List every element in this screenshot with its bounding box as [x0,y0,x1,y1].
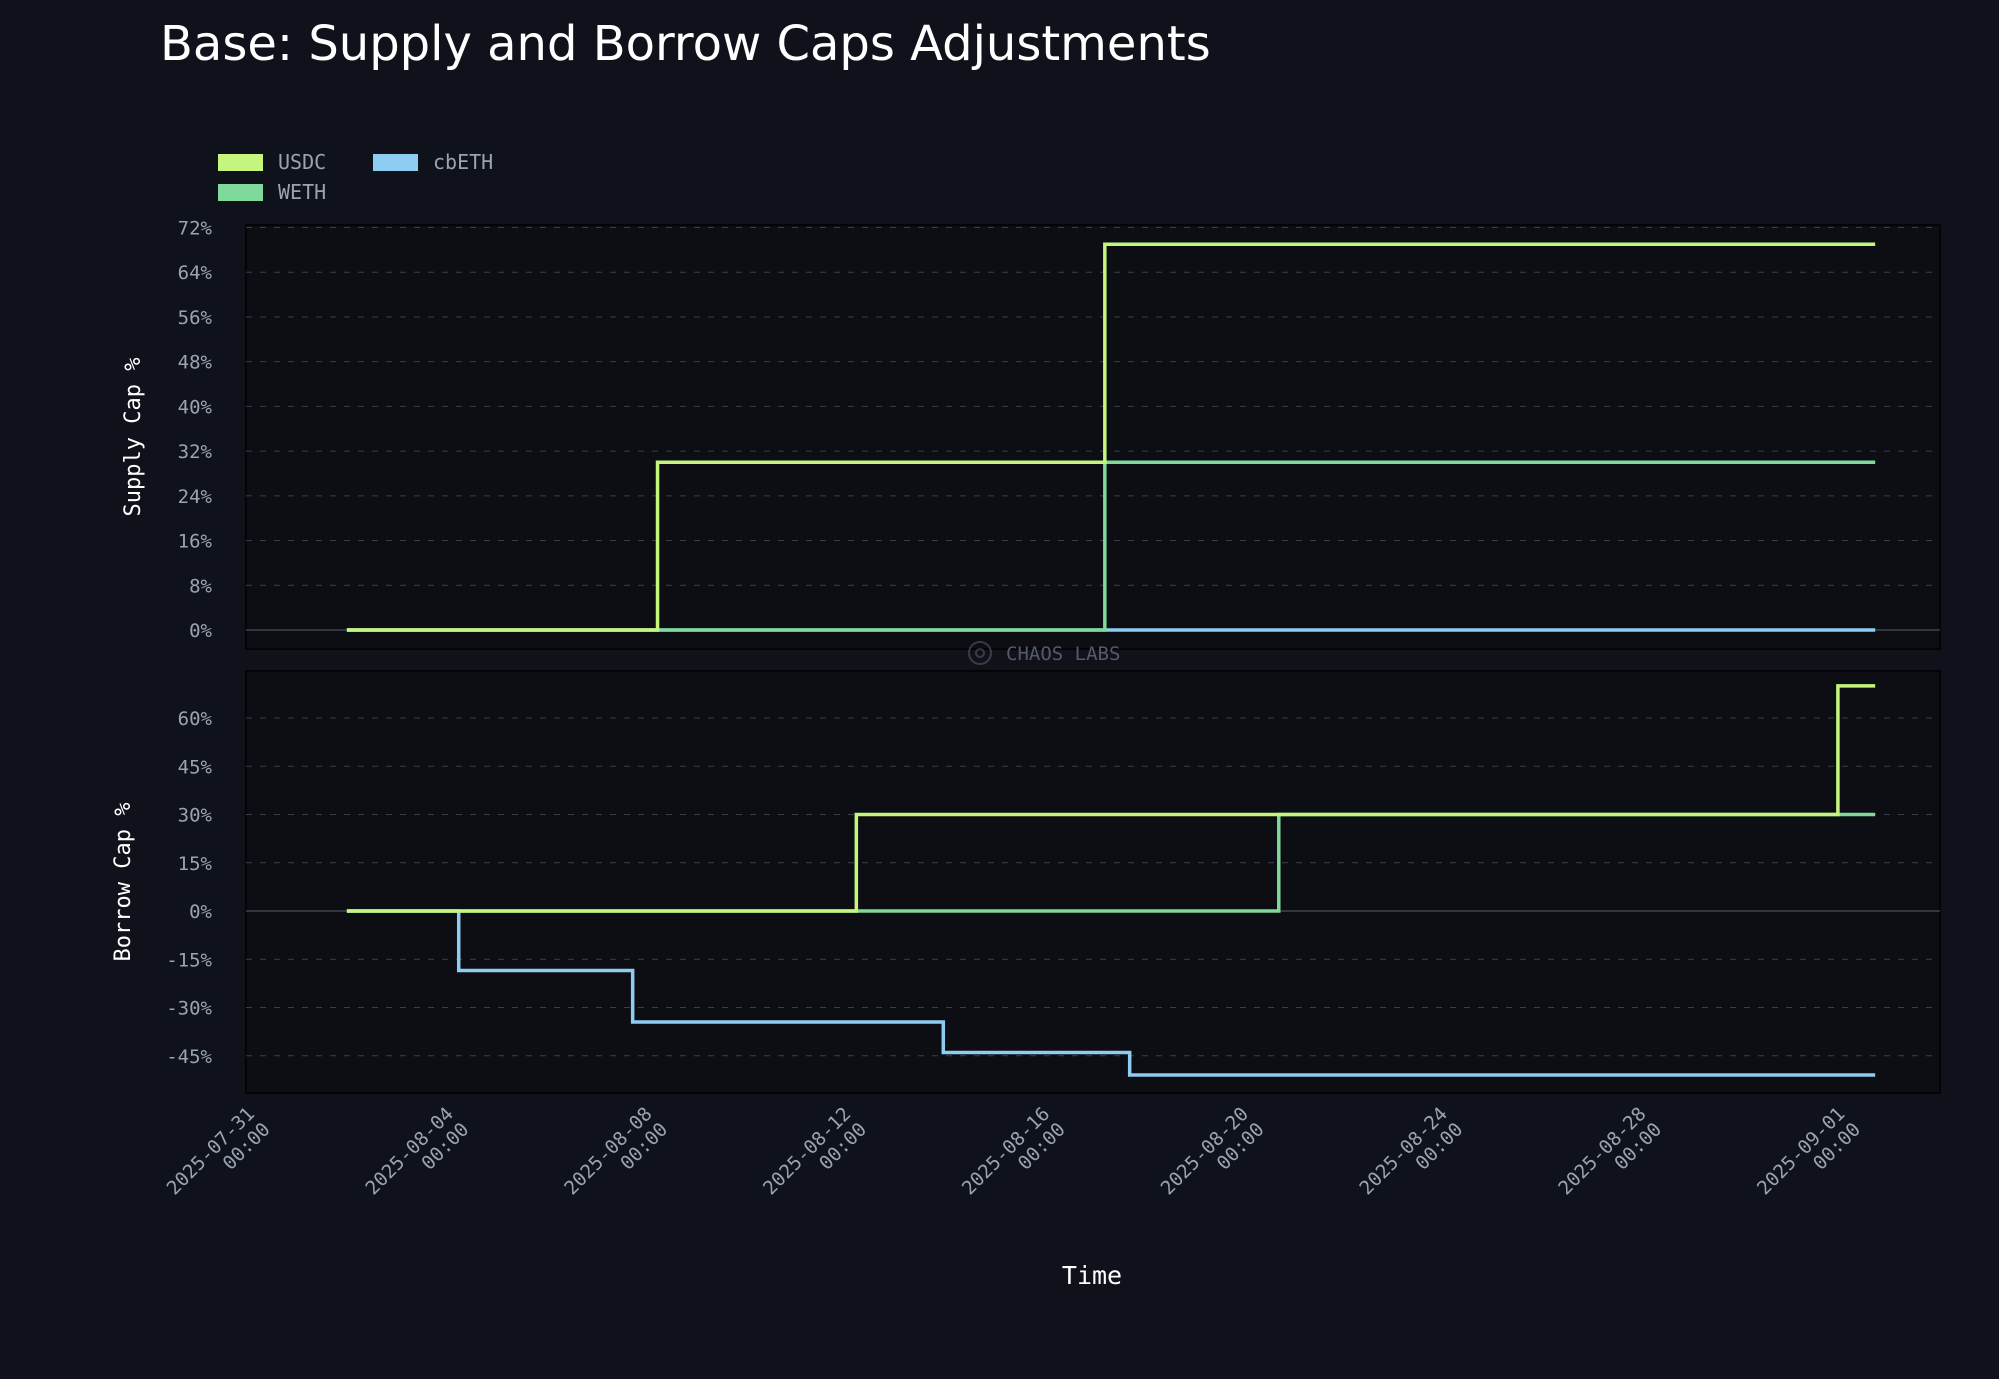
legend: USDC WETH cbETH [218,150,493,204]
y-tick-label: 32% [178,441,213,463]
y-axis-title: Borrow Cap % [111,803,136,962]
chart-title: Base: Supply and Borrow Caps Adjustments [160,16,1211,72]
legend-label-weth: WETH [278,180,326,204]
legend-label-usdc: USDC [278,150,326,174]
y-tick-label: 0% [189,620,212,642]
y-tick-label: 24% [178,486,213,508]
x-axis-title: Time [1062,1261,1122,1290]
chaos-labs-logo-icon [968,641,992,665]
series-line-usdc [346,684,1876,913]
y-axis-title: Supply Cap % [121,358,146,517]
legend-item-usdc: USDC [218,150,326,174]
series-line-cbeth [346,909,1876,1077]
y-tick-label: 72% [178,218,213,240]
y-tick-label: 40% [178,396,213,418]
y-tick-label: 30% [178,805,213,827]
y-tick-label: 8% [189,575,212,597]
y-tick-label: 48% [178,352,213,374]
legend-swatch-weth [218,184,263,201]
y-tick-label: 64% [178,262,213,284]
legend-label-cbeth: cbETH [433,150,493,174]
plot-area [245,224,1941,650]
y-tick-label: -45% [166,1046,212,1068]
legend-swatch-usdc [218,154,263,171]
legend-item-cbeth: cbETH [373,150,493,174]
y-tick-label: 15% [178,853,213,875]
y-tick-label: 0% [189,901,212,923]
y-tick-label: 16% [178,531,213,553]
legend-item-weth: WETH [218,180,326,204]
y-tick-label: 45% [178,756,213,778]
watermark-text: CHAOS LABS [1006,643,1120,665]
chaos-labs-watermark: CHAOS LABS [968,641,1120,665]
legend-swatch-cbeth [373,154,418,171]
y-tick-label: 60% [178,708,213,730]
y-tick-label: 56% [178,307,213,329]
supply-cap-panel: 0% 8% 16% 24% 32% 40% 48% 56% 64% 72% Supply Cap % [121,218,1941,650]
series-line-weth [346,460,1876,632]
y-tick-label: -30% [166,998,212,1020]
y-tick-label: -15% [166,949,212,971]
plot-area [245,670,1941,1094]
borrow-cap-panel: -45% -30% -15% 0% 15% 30% 45% 60% Borrow Cap % [111,670,1941,1094]
series-line-usdc [346,242,1876,632]
